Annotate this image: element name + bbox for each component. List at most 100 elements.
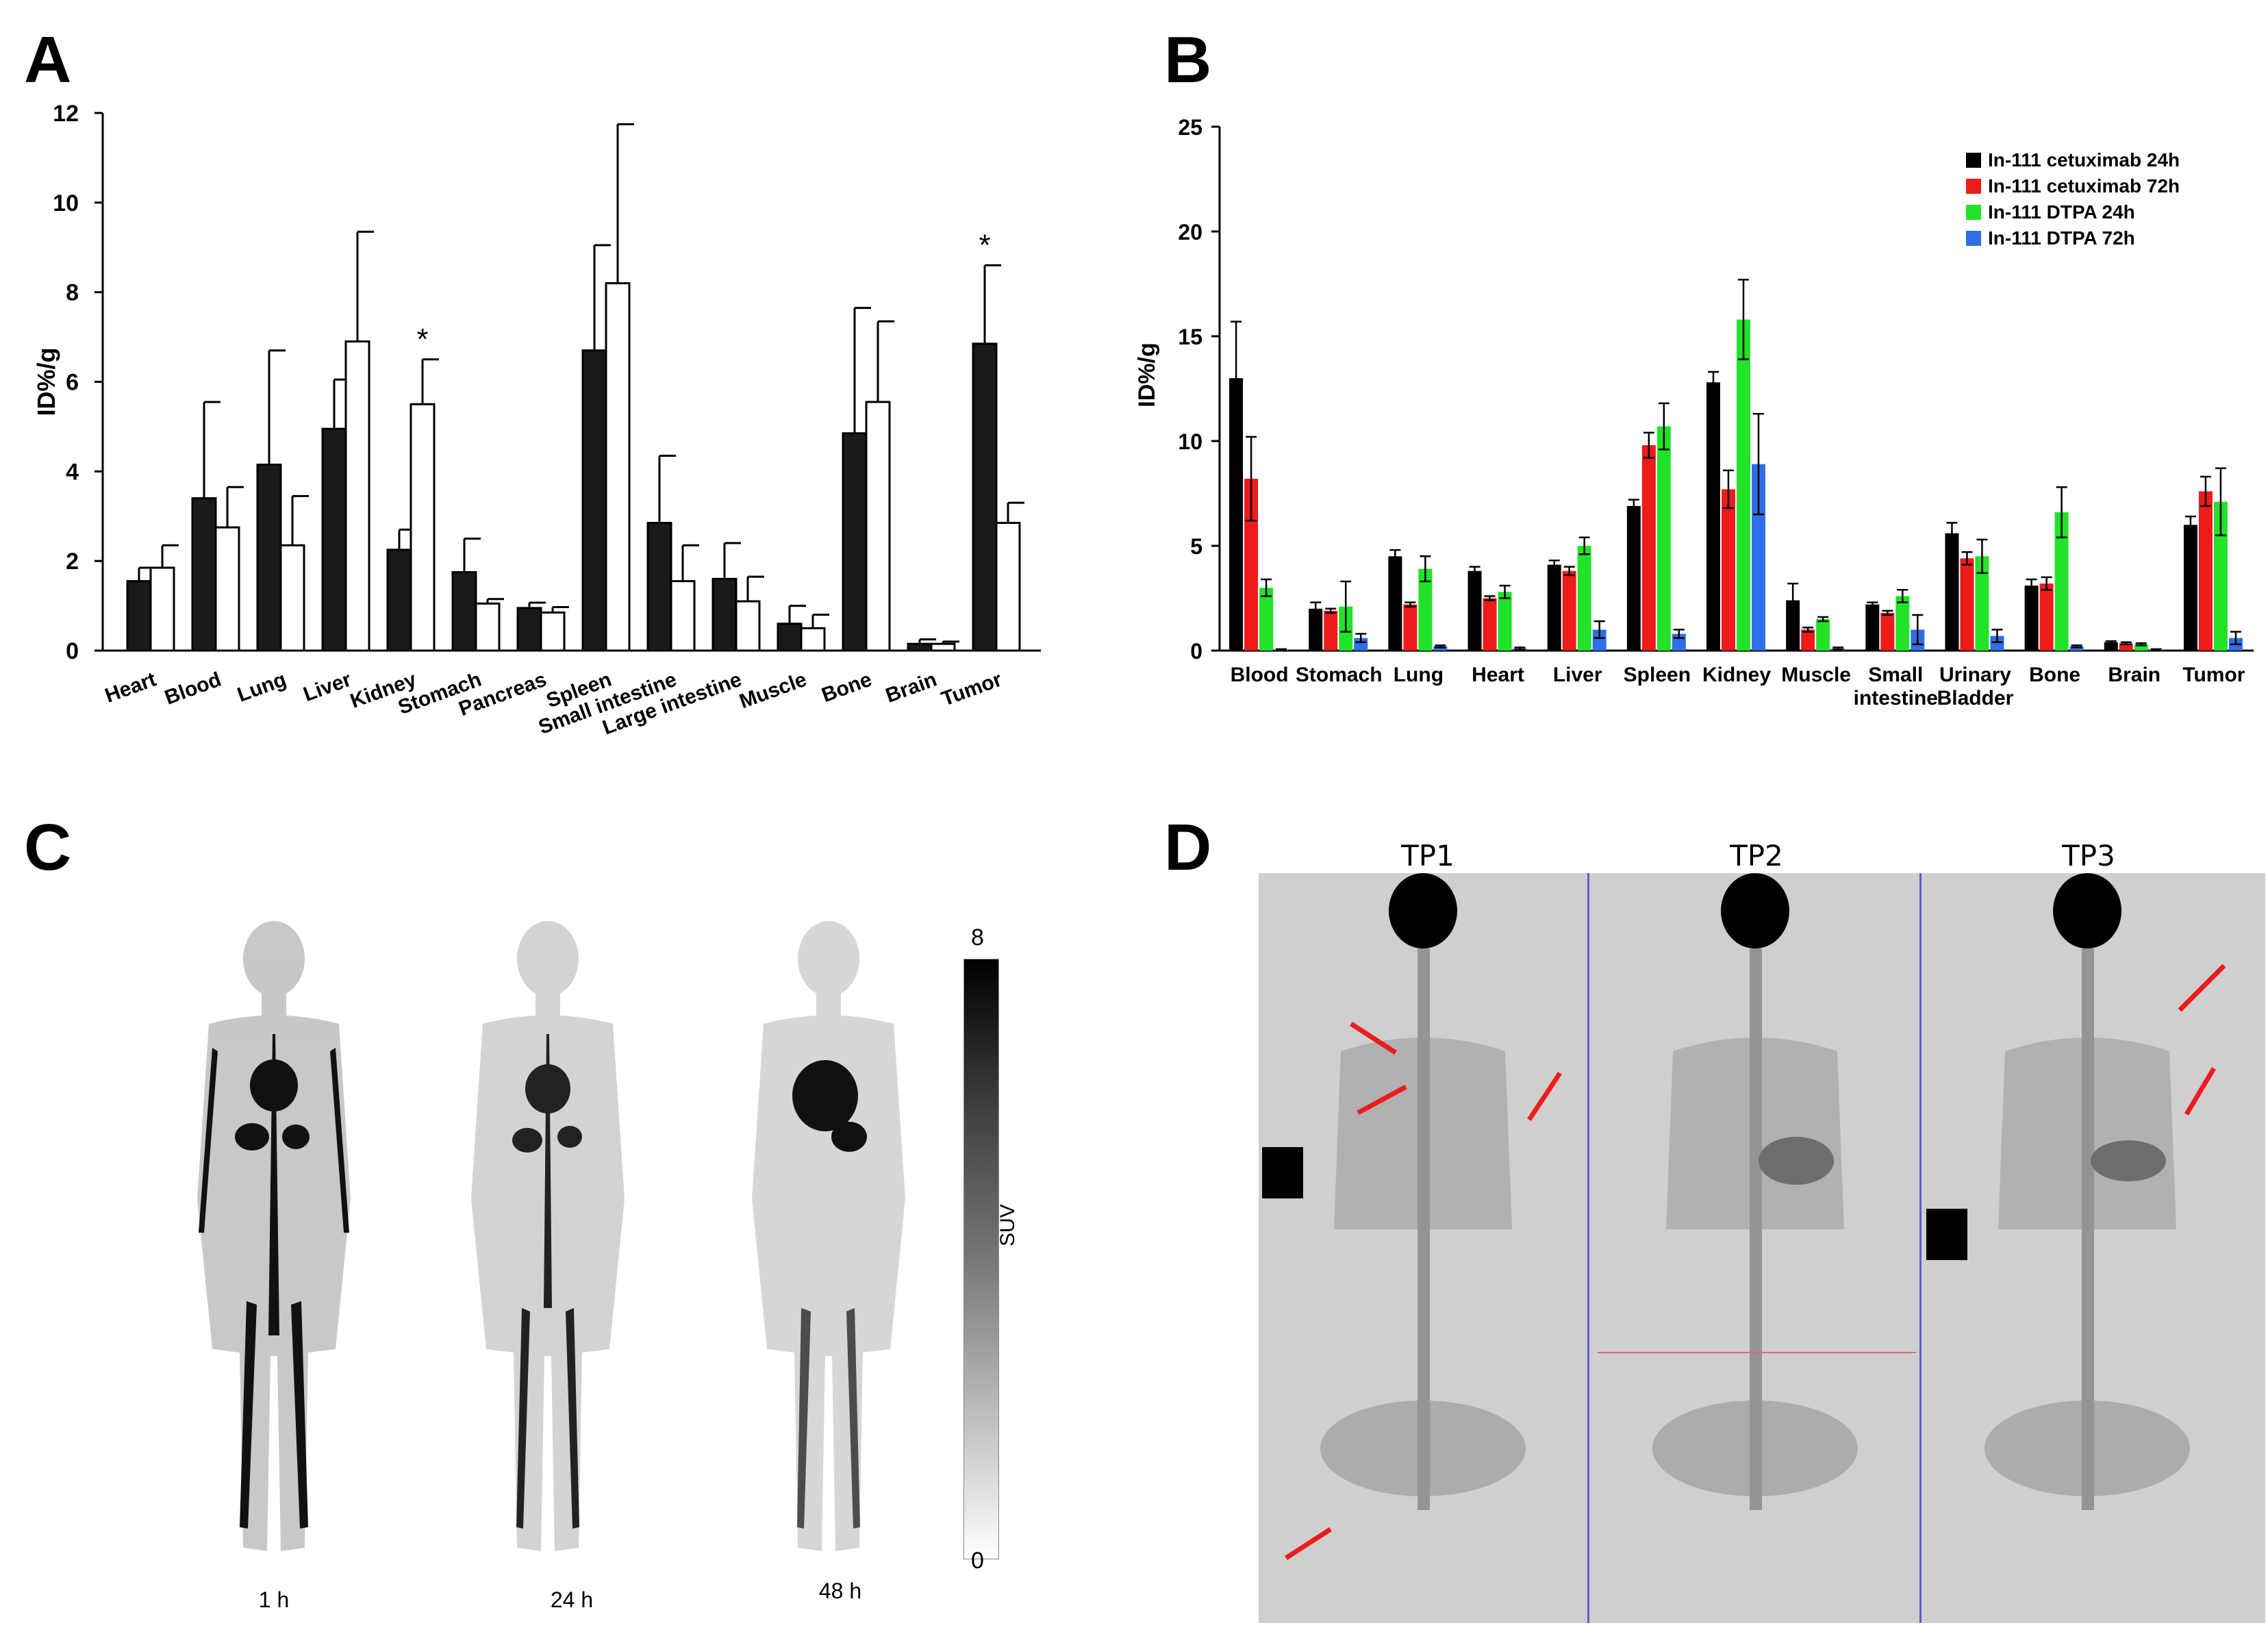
b-legend-swatch	[1966, 231, 1981, 246]
colorbar-min-label: 0	[971, 1548, 984, 1574]
b-bar	[1722, 489, 1735, 651]
panel-letter-c: C	[24, 811, 72, 884]
pet-label-1h: 1 h	[258, 1587, 290, 1612]
a-x-tick-label: Liver	[301, 668, 355, 706]
a-bar	[256, 464, 282, 652]
b-x-tick-label: Bone	[2029, 664, 2080, 686]
b-legend-swatch	[1966, 205, 1981, 220]
a-bar	[735, 600, 761, 652]
a-bar	[907, 642, 933, 652]
a-bar	[540, 611, 566, 652]
b-bar	[1324, 610, 1338, 651]
pet-label-48h: 48 h	[818, 1579, 862, 1603]
b-bar	[1880, 612, 1895, 651]
d-divider-2	[1919, 873, 1922, 1623]
b-legend-label: In-111 DTPA 72h	[1988, 227, 2135, 249]
b-bar	[1259, 588, 1274, 651]
a-bar	[777, 623, 803, 652]
b-bar	[2024, 586, 2039, 651]
b-bar	[1433, 646, 1448, 651]
suv-colorbar	[963, 959, 999, 1559]
b-x-tick-label: Liver	[1553, 664, 1602, 686]
d-image-tp1	[1262, 873, 1562, 1560]
a-x-tick-label: Lung	[234, 668, 289, 707]
a-y-axis-label: ID%/g	[32, 347, 60, 416]
pet-image-24h	[471, 921, 625, 1551]
b-bar	[1577, 546, 1591, 651]
b-y-tick-label: 20	[1178, 220, 1202, 244]
b-x-tick-label: Muscle	[1781, 664, 1851, 686]
a-y-tick-label: 6	[66, 370, 79, 396]
b-legend-label: In-111 cetuximab 24h	[1988, 149, 2180, 171]
b-bar	[1960, 558, 1974, 651]
b-bar	[1816, 619, 1830, 651]
b-bar	[1498, 592, 1512, 651]
a-bar	[475, 602, 501, 652]
b-bar	[1641, 445, 1656, 651]
b-legend-label: In-111 cetuximab 72h	[1988, 175, 2180, 197]
a-bar	[344, 340, 370, 652]
d-divider-1	[1587, 873, 1589, 1623]
b-legend-swatch	[1966, 153, 1981, 168]
b-bar	[1229, 378, 1244, 651]
b-bar	[2104, 642, 2118, 651]
b-bar	[1706, 382, 1720, 651]
a-bar	[191, 497, 217, 652]
b-bar	[1467, 570, 1482, 651]
b-bar	[1309, 608, 1323, 651]
b-bar	[1656, 426, 1671, 651]
b-x-tick-label: Kidney	[1702, 664, 1771, 686]
b-bar	[1592, 629, 1606, 651]
d-label-tp2: TP2	[1730, 839, 1783, 872]
a-significance-marker: *	[979, 228, 990, 262]
b-bar	[1547, 564, 1561, 651]
pet-label-24h: 24 h	[550, 1587, 594, 1612]
b-legend-swatch	[1966, 179, 1981, 194]
a-y-tick-label: 4	[66, 459, 79, 485]
b-y-tick-label: 10	[1178, 429, 1202, 454]
d-label-tp3: TP3	[2062, 839, 2115, 872]
b-bar	[1483, 598, 1497, 651]
a-bar	[214, 526, 240, 652]
b-y-tick-label: 5	[1190, 534, 1202, 559]
b-bar	[1895, 596, 1910, 651]
b-bar	[2183, 525, 2197, 651]
b-bar	[1244, 479, 1259, 651]
b-bar	[2054, 512, 2069, 651]
b-bar	[2119, 643, 2133, 651]
a-y-tick-label: 12	[53, 101, 79, 127]
a-bar	[605, 282, 631, 652]
a-bar	[149, 566, 175, 652]
a-bar	[516, 607, 542, 652]
a-bar	[279, 544, 305, 652]
b-bar	[1737, 319, 1750, 651]
colorbar-axis-label: SUV	[996, 1204, 1019, 1246]
a-bar	[451, 571, 477, 652]
a-bar	[581, 349, 607, 652]
d-label-tp1: TP1	[1401, 839, 1454, 872]
pet-image-1h	[197, 921, 351, 1551]
b-bar	[2069, 646, 2084, 651]
b-bar	[2039, 583, 2054, 651]
colorbar-max-label: 8	[971, 925, 984, 951]
a-bar	[972, 342, 998, 652]
chart-b: 0 5 10 15 20 25 ID%/g Blood Stomach Lung Heart Live…	[1134, 115, 2254, 709]
b-y-tick-label: 0	[1190, 639, 1202, 664]
b-bar	[1990, 636, 2004, 651]
b-x-tick-label: intestine	[1854, 687, 1938, 709]
panel-letter-d: D	[1164, 811, 1212, 884]
a-y-tick-label: 10	[53, 190, 79, 216]
d-image-tp2	[1598, 873, 1916, 1510]
a-x-tick-label: Tumor	[938, 668, 1005, 710]
panel-letter-a: A	[24, 23, 72, 97]
a-bar	[670, 580, 696, 652]
a-x-tick-label: Brain	[883, 668, 940, 707]
b-y-tick-label: 25	[1178, 115, 1202, 140]
a-bar	[842, 432, 868, 652]
b-x-tick-label: Heart	[1472, 664, 1524, 686]
panel-letter-b: B	[1164, 23, 1212, 97]
b-y-tick-label: 15	[1178, 325, 1202, 349]
b-bar	[2213, 501, 2228, 651]
b-x-tick-label: Small	[1868, 664, 1923, 686]
